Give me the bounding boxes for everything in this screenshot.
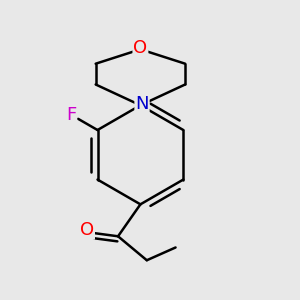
Text: N: N: [135, 95, 149, 113]
Text: O: O: [133, 39, 148, 57]
Text: O: O: [80, 221, 94, 239]
Text: F: F: [66, 106, 76, 124]
